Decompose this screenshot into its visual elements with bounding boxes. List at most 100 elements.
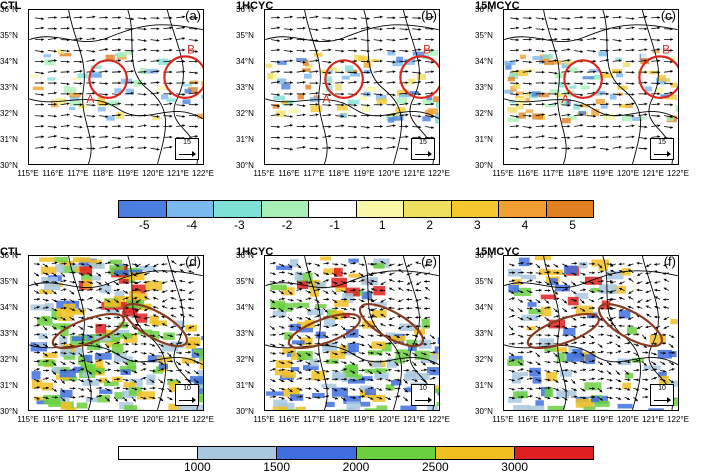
wind-vector xyxy=(33,396,40,400)
wind-vector xyxy=(150,59,160,63)
shaded-cell xyxy=(339,113,347,119)
wind-vector xyxy=(349,387,356,391)
wind-vector xyxy=(358,395,365,398)
wind-vector xyxy=(314,272,320,277)
wind-vector xyxy=(51,272,57,277)
wind-vector xyxy=(358,272,364,277)
wind-vector xyxy=(627,263,634,267)
wind-vector xyxy=(170,325,177,329)
shaded-cell xyxy=(97,96,106,104)
wind-vector xyxy=(167,352,172,358)
shaded-cell xyxy=(90,71,102,78)
wind-vector xyxy=(296,125,306,128)
wind-vector xyxy=(189,81,198,85)
wind-vector xyxy=(599,125,609,129)
precip-cell xyxy=(43,394,61,405)
precip-cell xyxy=(546,372,558,382)
precip-cell xyxy=(626,327,637,335)
wind-vector xyxy=(388,297,395,301)
shaded-cell xyxy=(573,103,580,110)
wind-vector xyxy=(323,377,330,381)
wind-vector xyxy=(508,307,515,312)
wind-vector xyxy=(305,316,312,321)
wind-vector xyxy=(571,341,578,345)
shaded-cell xyxy=(430,49,438,56)
wind-vector xyxy=(609,316,616,320)
wind-vector xyxy=(535,308,541,313)
shaded-cell xyxy=(601,73,613,79)
wind-vector xyxy=(406,288,413,292)
wind-vector xyxy=(425,80,434,84)
wind-vector xyxy=(526,377,533,381)
wind-vector xyxy=(111,102,121,106)
rainband-ellipse-east xyxy=(122,303,189,348)
wind-vector xyxy=(96,352,102,357)
wind-vector xyxy=(42,369,49,372)
wind-vector xyxy=(332,377,339,381)
region-b-label: B xyxy=(662,42,670,56)
wind-vector xyxy=(397,263,404,267)
colorbar-swatch xyxy=(356,447,436,459)
wind-vector xyxy=(360,136,370,140)
shaded-cell xyxy=(193,104,200,109)
wind-vector xyxy=(406,325,413,328)
wind-vector xyxy=(170,279,177,283)
wind-vector xyxy=(415,261,422,265)
wind-vector xyxy=(278,263,285,267)
wind-vector xyxy=(415,315,422,319)
precip-cell xyxy=(73,366,85,373)
wind-vector xyxy=(412,369,419,373)
wind-vector xyxy=(548,71,558,75)
wind-vector xyxy=(137,27,147,31)
wind-vector xyxy=(149,334,156,338)
longitude-tick-label: 116°E xyxy=(278,415,300,424)
shaded-cell xyxy=(516,97,526,105)
wind-vector xyxy=(86,103,96,107)
province-boundary xyxy=(602,10,641,164)
wind-vector xyxy=(618,324,625,328)
wind-vector xyxy=(399,37,409,41)
wind-vector xyxy=(111,145,121,149)
wind-vector xyxy=(553,308,559,313)
wind-vector xyxy=(544,333,551,337)
precip-cell xyxy=(361,276,378,286)
shaded-cell xyxy=(555,93,566,98)
wind-vector xyxy=(526,306,533,310)
wind-vector xyxy=(625,48,635,52)
wind-vector xyxy=(341,377,348,381)
wind-vector xyxy=(122,361,129,365)
wind-vector xyxy=(606,341,613,345)
wind-vector xyxy=(663,263,670,267)
wind-vector xyxy=(86,15,96,19)
precip-cell xyxy=(400,405,417,410)
wind-vector xyxy=(278,351,285,355)
shaded-cell xyxy=(313,52,323,57)
wind-vector xyxy=(176,37,186,41)
wind-vector xyxy=(140,334,147,338)
wind-vector xyxy=(322,48,332,52)
wind-vector xyxy=(544,299,550,304)
wind-vector xyxy=(278,271,285,274)
wind-field: AB xyxy=(504,10,678,164)
precip-cell xyxy=(585,354,596,365)
wind-vector xyxy=(544,270,551,274)
wind-vector xyxy=(618,262,625,266)
wind-vector xyxy=(627,316,634,320)
wind-vector xyxy=(179,279,186,283)
wind-vector xyxy=(143,272,150,276)
wind-vector xyxy=(33,323,40,327)
precip-cell xyxy=(60,348,72,357)
wind-vector xyxy=(314,288,321,292)
wind-vector xyxy=(638,15,648,19)
wind-vector xyxy=(385,387,392,391)
shaded-cell xyxy=(265,63,273,68)
wind-vector xyxy=(140,351,147,355)
precip-cell xyxy=(274,369,289,376)
wind-vector xyxy=(535,314,542,318)
wind-vector xyxy=(161,323,168,327)
shaded-cell xyxy=(32,86,44,91)
shaded-cell xyxy=(201,81,203,86)
wind-vector xyxy=(33,281,39,287)
shaded-cell xyxy=(434,117,439,124)
wind-vector xyxy=(35,17,44,21)
